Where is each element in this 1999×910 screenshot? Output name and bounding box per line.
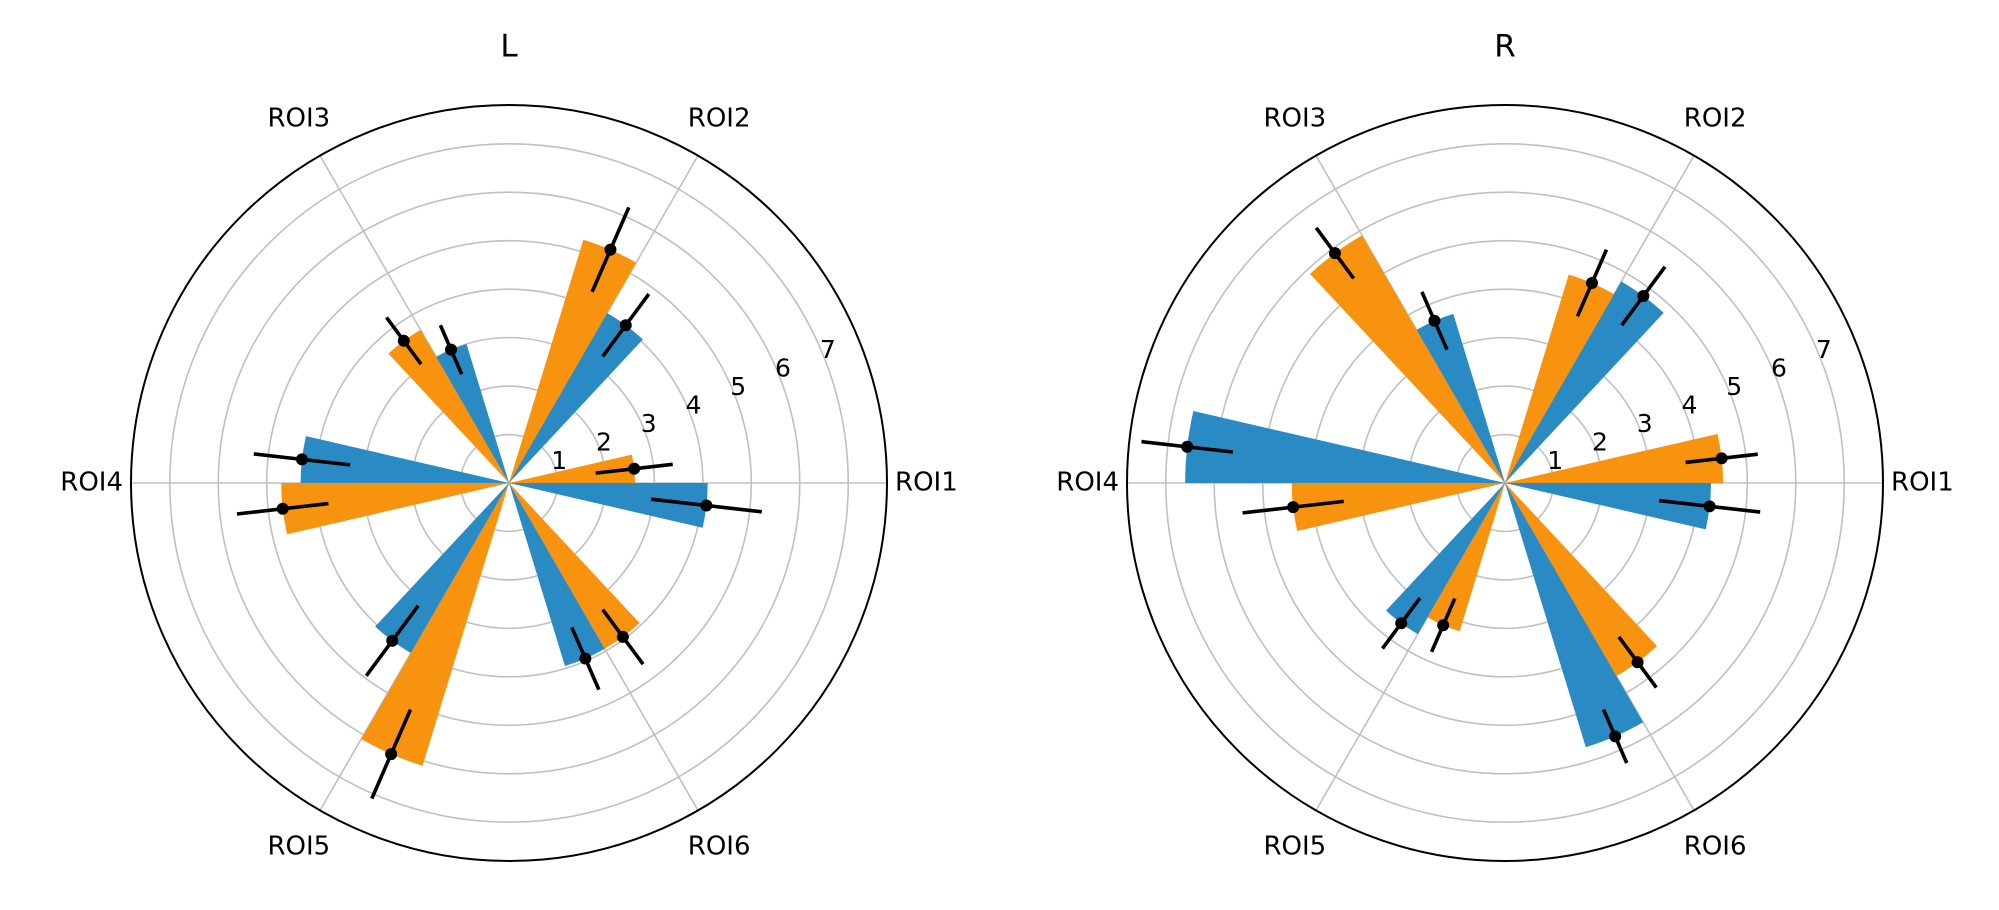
bar-blue-roi2 [509, 313, 643, 483]
bar-blue-roi6 [509, 483, 605, 667]
r-tick-label-6: 6 [775, 354, 791, 383]
point-blue-roi2 [619, 319, 632, 332]
point-orange-roi4 [1287, 501, 1300, 514]
category-label-roi4: ROI4 [60, 468, 123, 498]
chart-title: L [500, 29, 518, 65]
bar-orange-roi2 [509, 239, 637, 483]
bar-blue-roi1 [1505, 483, 1711, 530]
r-tick-label-4: 4 [686, 391, 702, 420]
r-tick-label-4: 4 [1682, 391, 1698, 420]
point-orange-roi4 [276, 502, 289, 515]
r-tick-label-3: 3 [641, 409, 657, 438]
grid-spoke-roi2 [1504, 155, 1695, 484]
point-blue-roi4 [295, 453, 308, 466]
bar-blue-roi3 [436, 343, 509, 483]
r-tick-label-2: 2 [596, 428, 612, 457]
category-label-roi2: ROI2 [688, 103, 751, 133]
r-tick-label-1: 1 [551, 446, 567, 475]
bar-orange-roi6 [1505, 483, 1658, 677]
point-blue-roi5 [386, 634, 399, 647]
point-orange-roi2 [1585, 277, 1598, 290]
point-orange-roi1 [628, 462, 641, 475]
category-label-roi1: ROI1 [1891, 468, 1954, 498]
category-label-roi3: ROI3 [1263, 103, 1326, 133]
bar-orange-roi6 [509, 483, 640, 649]
point-blue-roi2 [1637, 290, 1650, 303]
bar-orange-roi3 [1310, 235, 1505, 483]
point-orange-roi5 [385, 748, 398, 761]
r-tick-label-1: 1 [1547, 446, 1563, 475]
point-orange-roi2 [604, 243, 617, 256]
category-label-roi1: ROI1 [895, 468, 958, 498]
point-orange-roi3 [397, 334, 410, 347]
point-blue-roi6 [1609, 730, 1622, 743]
point-blue-roi3 [445, 343, 458, 356]
polar-frame [130, 104, 888, 862]
r-tick-label-6: 6 [1771, 354, 1787, 383]
point-blue-roi5 [1395, 617, 1408, 630]
point-blue-roi6 [579, 652, 592, 665]
bar-blue-roi5 [375, 483, 509, 653]
bar-orange-roi4 [281, 483, 509, 535]
bar-orange-roi3 [388, 329, 509, 483]
category-label-roi3: ROI3 [267, 103, 330, 133]
polar-frame [1126, 104, 1884, 862]
point-orange-roi6 [616, 630, 629, 643]
r-tick-label-5: 5 [1726, 372, 1742, 401]
bar-orange-roi1 [509, 454, 635, 483]
bar-blue-roi5 [1386, 483, 1505, 635]
bar-orange-roi2 [1505, 274, 1615, 483]
bar-orange-roi1 [1505, 433, 1724, 483]
point-orange-roi5 [1437, 619, 1450, 632]
r-tick-label-3: 3 [1637, 409, 1653, 438]
r-tick-label-5: 5 [730, 372, 746, 401]
category-label-roi5: ROI5 [1263, 832, 1326, 862]
category-label-roi4: ROI4 [1056, 468, 1119, 498]
point-blue-roi3 [1428, 314, 1441, 327]
bar-orange-roi4 [1291, 483, 1505, 531]
point-orange-roi6 [1631, 656, 1644, 669]
bar-orange-roi5 [361, 483, 509, 766]
point-blue-roi4 [1181, 440, 1194, 453]
bar-blue-roi4 [1185, 411, 1505, 483]
bar-blue-roi6 [1505, 483, 1644, 748]
r-tick-label-2: 2 [1592, 428, 1608, 457]
point-orange-roi3 [1328, 247, 1341, 260]
bar-blue-roi3 [1416, 313, 1505, 483]
point-blue-roi1 [700, 499, 713, 512]
category-label-roi6: ROI6 [1684, 832, 1747, 862]
bar-orange-roi5 [1427, 483, 1505, 632]
bar-blue-roi2 [1505, 281, 1664, 483]
bar-blue-roi1 [509, 483, 708, 528]
r-tick-label-7: 7 [820, 335, 836, 364]
point-blue-roi1 [1703, 500, 1716, 513]
category-label-roi2: ROI2 [1684, 103, 1747, 133]
chart-title: R [1494, 29, 1516, 65]
bar-blue-roi4 [300, 436, 509, 483]
category-label-roi5: ROI5 [267, 832, 330, 862]
r-tick-label-7: 7 [1816, 335, 1832, 364]
point-orange-roi1 [1715, 452, 1728, 465]
category-label-roi6: ROI6 [688, 832, 751, 862]
